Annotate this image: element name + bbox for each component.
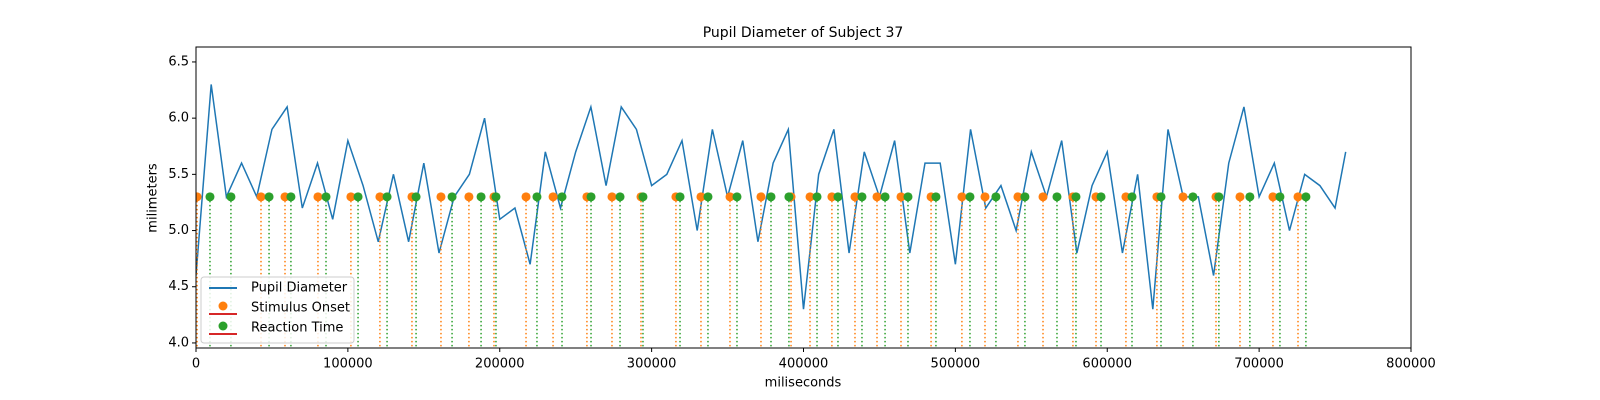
stem-marker bbox=[1275, 192, 1285, 202]
stem-marker bbox=[638, 192, 648, 202]
stem-marker bbox=[675, 192, 685, 202]
stem-marker bbox=[1052, 192, 1062, 202]
y-tick-label: 4.0 bbox=[168, 335, 189, 350]
stem-marker bbox=[872, 192, 882, 202]
stem-marker bbox=[548, 192, 558, 202]
stem-marker bbox=[857, 192, 867, 202]
y-tick-label: 6.0 bbox=[168, 111, 189, 126]
stem-marker bbox=[256, 192, 266, 202]
stem-marker bbox=[226, 192, 236, 202]
stem-marker bbox=[1013, 192, 1023, 202]
x-tick-label: 500000 bbox=[931, 357, 981, 372]
stem-marker bbox=[1096, 192, 1106, 202]
stem-marker bbox=[766, 192, 776, 202]
y-tick-label: 5.5 bbox=[168, 167, 189, 182]
x-tick-label: 0 bbox=[192, 357, 200, 372]
stem-marker bbox=[557, 192, 567, 202]
x-tick-label: 100000 bbox=[323, 357, 373, 372]
legend-swatch bbox=[218, 301, 228, 311]
x-tick-label: 700000 bbox=[1234, 357, 1284, 372]
stem-marker bbox=[205, 192, 215, 202]
stem-marker bbox=[784, 192, 794, 202]
stem-marker bbox=[903, 192, 913, 202]
stem-marker bbox=[1178, 192, 1188, 202]
x-axis-label: miliseconds bbox=[765, 376, 842, 391]
stem-marker bbox=[812, 192, 822, 202]
stem-marker bbox=[476, 192, 486, 202]
stem-marker bbox=[521, 192, 531, 202]
stem-marker bbox=[1188, 192, 1198, 202]
stem-marker bbox=[411, 192, 421, 202]
x-tick-label: 300000 bbox=[627, 357, 677, 372]
x-tick-label: 200000 bbox=[475, 357, 525, 372]
stem-marker bbox=[1293, 192, 1303, 202]
x-tick-label: 600000 bbox=[1082, 357, 1132, 372]
legend-swatch bbox=[218, 321, 228, 331]
stem-marker bbox=[313, 192, 323, 202]
stem-marker bbox=[196, 192, 202, 202]
stem-marker bbox=[436, 192, 446, 202]
chart-title: Pupil Diameter of Subject 37 bbox=[703, 25, 904, 41]
stem-marker bbox=[1245, 192, 1255, 202]
stem-marker bbox=[732, 192, 742, 202]
stem-marker bbox=[353, 192, 363, 202]
stem-marker bbox=[607, 192, 617, 202]
legend-box bbox=[200, 276, 355, 344]
stem-marker bbox=[1156, 192, 1166, 202]
stem-marker bbox=[1268, 192, 1278, 202]
stem-marker bbox=[447, 192, 457, 202]
stem-marker bbox=[833, 192, 843, 202]
y-tick-label: 4.5 bbox=[168, 279, 189, 294]
stem-marker bbox=[491, 192, 501, 202]
legend-label: Pupil Diameter bbox=[251, 281, 348, 296]
stem-marker bbox=[931, 192, 941, 202]
stem-marker bbox=[615, 192, 625, 202]
stem-marker bbox=[980, 192, 990, 202]
stem-marker bbox=[850, 192, 860, 202]
y-tick-label: 5.0 bbox=[168, 223, 189, 238]
legend-label: Stimulus Onset bbox=[251, 301, 350, 316]
stem-marker bbox=[1214, 192, 1224, 202]
stem-marker bbox=[286, 192, 296, 202]
x-tick-label: 800000 bbox=[1386, 357, 1436, 372]
stem-marker bbox=[1235, 192, 1245, 202]
stem-marker bbox=[696, 192, 706, 202]
stem-marker bbox=[805, 192, 815, 202]
stem-marker bbox=[264, 192, 274, 202]
plot-area bbox=[196, 84, 1347, 348]
stem-marker bbox=[375, 192, 385, 202]
stem-marker bbox=[880, 192, 890, 202]
stem-marker bbox=[965, 192, 975, 202]
stem-marker bbox=[1020, 192, 1030, 202]
stem-marker bbox=[957, 192, 967, 202]
stem-marker bbox=[1071, 192, 1081, 202]
stem-marker bbox=[1038, 192, 1048, 202]
y-tick-label: 6.5 bbox=[168, 54, 189, 69]
stem-marker bbox=[991, 192, 1001, 202]
stem-marker bbox=[321, 192, 331, 202]
legend-label: Reaction Time bbox=[251, 321, 343, 336]
stem-marker bbox=[725, 192, 735, 202]
stem-marker bbox=[1127, 192, 1137, 202]
x-tick-label: 400000 bbox=[779, 357, 829, 372]
stem-marker bbox=[703, 192, 713, 202]
stem-marker bbox=[896, 192, 906, 202]
stem-marker bbox=[464, 192, 474, 202]
axes-frame bbox=[195, 46, 1412, 349]
stem-marker bbox=[586, 192, 596, 202]
stem-marker bbox=[532, 192, 542, 202]
stem-marker bbox=[346, 192, 356, 202]
y-axis-label: milimeters bbox=[146, 163, 161, 233]
stem-marker bbox=[1301, 192, 1311, 202]
stem-marker bbox=[756, 192, 766, 202]
stem-marker bbox=[382, 192, 392, 202]
